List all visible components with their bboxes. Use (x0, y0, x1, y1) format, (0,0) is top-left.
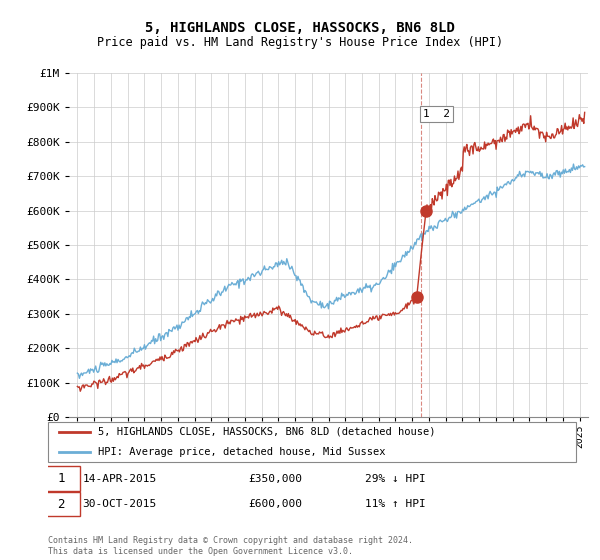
Text: 30-OCT-2015: 30-OCT-2015 (82, 499, 157, 509)
FancyBboxPatch shape (48, 422, 576, 462)
Text: 14-APR-2015: 14-APR-2015 (82, 474, 157, 484)
Text: 11% ↑ HPI: 11% ↑ HPI (365, 499, 425, 509)
Text: 5, HIGHLANDS CLOSE, HASSOCKS, BN6 8LD: 5, HIGHLANDS CLOSE, HASSOCKS, BN6 8LD (145, 21, 455, 35)
Text: 1: 1 (58, 472, 65, 485)
Text: Contains HM Land Registry data © Crown copyright and database right 2024.
This d: Contains HM Land Registry data © Crown c… (48, 536, 413, 556)
Text: 1  2: 1 2 (423, 109, 450, 119)
Text: £350,000: £350,000 (248, 474, 302, 484)
Text: 2: 2 (58, 498, 65, 511)
Text: Price paid vs. HM Land Registry's House Price Index (HPI): Price paid vs. HM Land Registry's House … (97, 36, 503, 49)
Text: 5, HIGHLANDS CLOSE, HASSOCKS, BN6 8LD (detached house): 5, HIGHLANDS CLOSE, HASSOCKS, BN6 8LD (d… (98, 427, 436, 437)
Text: HPI: Average price, detached house, Mid Sussex: HPI: Average price, detached house, Mid … (98, 447, 386, 457)
Text: 29% ↓ HPI: 29% ↓ HPI (365, 474, 425, 484)
Text: £600,000: £600,000 (248, 499, 302, 509)
FancyBboxPatch shape (43, 466, 80, 491)
FancyBboxPatch shape (43, 492, 80, 516)
